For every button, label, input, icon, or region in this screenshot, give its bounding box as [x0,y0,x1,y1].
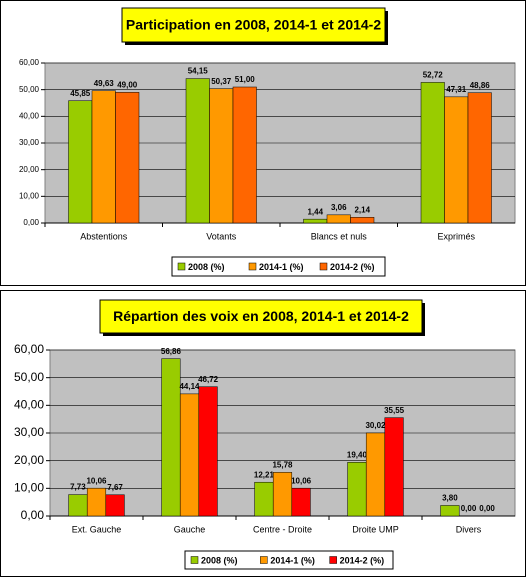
bar [384,417,404,517]
y-tick-label: 40,00 [19,111,40,120]
bar [179,393,200,517]
x-tick-label: Ext. Gauche [72,524,122,534]
y-tick-label: 30,00 [19,138,40,147]
x-tick-label: Exprimés [437,231,475,241]
bar [68,100,93,224]
bar [161,358,181,517]
value-label: 46,72 [198,375,219,384]
legend-swatch [248,262,257,271]
value-label: 54,15 [188,67,209,76]
x-tick-label: Votants [206,231,237,241]
value-label: 7,67 [107,483,123,492]
legend-label: 2008 (%) [201,555,238,565]
value-label: 7,73 [70,483,86,492]
value-label: 49,63 [94,79,115,88]
y-tick-label: 0,00 [23,218,39,227]
y-tick-label: 50,00 [19,85,40,94]
y-tick-label: 20,00 [14,453,44,467]
legend-box [171,256,386,277]
y-tick-label: 40,00 [14,398,44,412]
bar [209,88,234,224]
value-label: 2,14 [354,205,370,214]
chart-title: Répartion des voix en 2008, 2014-1 et 20… [113,308,409,324]
bar [86,487,107,517]
chart-title: Participation en 2008, 2014-1 et 2014-2 [126,17,381,33]
value-label: 48,86 [470,81,491,90]
x-tick-label: Centre - Droite [253,524,312,534]
value-label: 10,06 [291,476,312,485]
value-label: 3,80 [442,494,458,503]
bar [232,86,257,224]
value-label: 50,37 [211,77,232,86]
value-label: 12,21 [254,470,275,479]
bar [444,96,469,224]
legend-label: 2014-1 (%) [270,555,315,565]
legend-label: 2014-2 (%) [330,262,375,272]
legend-swatch [329,556,337,564]
legend-swatch [319,262,328,271]
bar [198,386,218,517]
bar [420,82,445,224]
y-tick-label: 30,00 [14,425,44,439]
x-tick-label: Blancs et nuls [311,231,368,241]
legend-label: 2014-2 (%) [340,555,385,565]
legend-swatch [177,262,186,271]
bar [91,90,116,224]
x-tick-label: Droite UMP [352,524,399,534]
x-tick-label: Divers [456,524,482,534]
legend-label: 2008 (%) [188,262,225,272]
value-label: 19,40 [347,450,368,459]
bar [291,487,311,517]
bar [467,92,492,224]
legend-swatch [190,556,199,564]
y-tick-label: 60,00 [14,342,44,356]
bar [105,494,125,517]
bar [115,92,140,224]
value-label: 30,02 [365,421,386,430]
bar [272,472,293,517]
x-tick-label: Abstentions [80,231,128,241]
value-label: 0,00 [479,504,495,513]
legend-swatch [260,556,268,564]
bar [185,78,210,224]
y-tick-label: 0,00 [21,508,45,522]
value-label: 52,72 [423,71,444,80]
bar [350,217,375,224]
y-tick-label: 10,00 [14,481,44,495]
value-label: 0,00 [461,504,477,513]
value-label: 51,00 [235,75,256,84]
bar [303,218,328,224]
bar [347,462,367,517]
value-label: 56,86 [161,347,182,356]
bar [254,481,274,517]
y-tick-label: 60,00 [19,58,40,67]
value-label: 35,55 [384,406,405,415]
value-label: 15,78 [272,460,293,469]
value-label: 10,06 [86,476,107,485]
bar [326,214,351,224]
value-label: 44,14 [179,382,200,391]
legend-label: 2014-1 (%) [259,262,304,272]
value-label: 49,00 [117,80,138,89]
y-tick-label: 50,00 [14,370,44,384]
value-label: 1,44 [307,207,323,216]
bar [365,432,386,517]
y-tick-label: 10,00 [19,191,40,200]
title-box [121,7,386,43]
bar [440,505,460,517]
title-box [99,299,423,334]
value-label: 47,31 [446,85,467,94]
y-tick-label: 20,00 [19,165,40,174]
legend-box [184,550,394,570]
x-tick-label: Gauche [174,524,206,534]
value-label: 3,06 [331,203,347,212]
value-label: 45,85 [70,89,91,98]
bar [68,494,88,517]
